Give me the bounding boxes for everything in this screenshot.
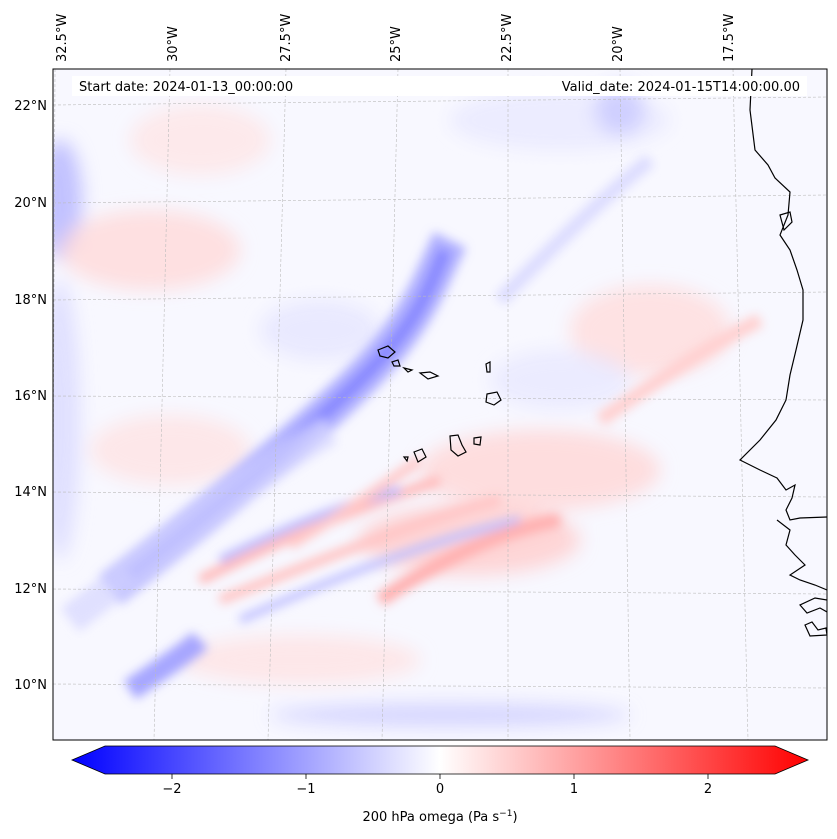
lon-label: 25°W <box>389 26 404 62</box>
start-date: Start date: 2024-01-13_00:00:00 <box>79 80 293 95</box>
graticule <box>53 69 827 740</box>
lon-label: 27.5°W <box>279 14 294 62</box>
lat-label: 18°N <box>14 293 47 308</box>
coastline <box>738 69 827 637</box>
lon-label: 22.5°W <box>500 14 515 62</box>
colorbar-tick-label: 2 <box>704 782 712 797</box>
omega-blue-band <box>60 231 467 700</box>
lat-label: 12°N <box>14 582 47 597</box>
colorbar-tick-label: 0 <box>436 782 444 797</box>
omega-broad-shading <box>53 85 730 727</box>
lat-label: 14°N <box>14 485 47 500</box>
lat-label: 22°N <box>14 99 47 114</box>
valid-date: Valid_date: 2024-01-15T14:00:00.00 <box>562 80 800 95</box>
lon-label: 32.5°W <box>55 14 70 62</box>
colorbar-ticks: −2 −1 0 1 2 <box>162 774 712 797</box>
latitude-labels: 22°N 20°N 18°N 16°N 14°N 12°N 10°N <box>14 99 47 693</box>
lat-label: 16°N <box>14 389 47 404</box>
lon-label: 30°W <box>166 26 181 62</box>
colorbar-label: 200 hPa omega (Pa s−1) <box>362 809 517 825</box>
lon-label: 17.5°W <box>722 14 737 62</box>
map-frame <box>52 68 828 741</box>
colorbar-body <box>70 745 810 775</box>
colorbar: −2 −1 0 1 2 200 hPa omega (Pa s−1) <box>70 745 810 825</box>
map-background <box>53 69 827 740</box>
lat-label: 10°N <box>14 678 47 693</box>
cape-verde-islands <box>377 345 502 463</box>
map-panel: Start date: 2024-01-13_00:00:00 Valid_da… <box>52 68 828 741</box>
colorbar-tick-label: 1 <box>570 782 578 797</box>
colorbar-tick-label: −1 <box>296 782 315 797</box>
omega-field: Start date: 2024-01-13_00:00:00 Valid_da… <box>53 69 827 740</box>
longitude-labels: 32.5°W 30°W 27.5°W 25°W 22.5°W 20°W 17.5… <box>55 14 737 62</box>
lon-label: 20°W <box>611 26 626 62</box>
colorbar-tick-label: −2 <box>162 782 181 797</box>
lat-label: 20°N <box>14 196 47 211</box>
date-banner <box>72 76 807 96</box>
omega-streaks <box>197 154 764 624</box>
